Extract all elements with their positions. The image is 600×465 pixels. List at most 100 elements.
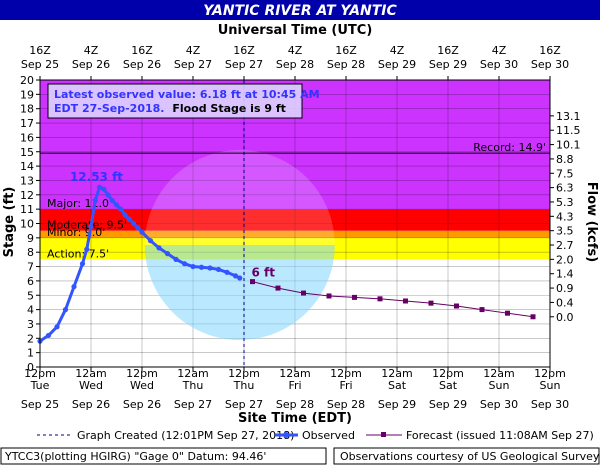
top-tick-date: Sep 29 xyxy=(378,58,416,71)
x-tick-hour: 12pm xyxy=(228,367,260,380)
y2-axis-label: Flow (kcfs) xyxy=(584,182,599,262)
observed-point xyxy=(147,238,154,244)
observed-point xyxy=(198,264,205,270)
x-tick-date: Sep 27 xyxy=(174,398,212,411)
forecast-point xyxy=(403,298,408,304)
top-tick-hour: 16Z xyxy=(539,44,561,57)
info-box-line2: EDT 27-Sep-2018. Flood Stage is 9 ft xyxy=(54,102,286,115)
info-box-line1: Latest observed value: 6.18 ft at 10:45 … xyxy=(54,88,320,101)
observed-point xyxy=(101,186,107,192)
footer-right-text: Observations courtesy of US Geological S… xyxy=(340,450,600,463)
forecast-point xyxy=(454,303,459,309)
observed-point xyxy=(71,284,77,290)
top-tick-hour: 4Z xyxy=(288,44,303,57)
top-tick-date: Sep 26 xyxy=(123,58,161,71)
footer-left-box xyxy=(0,447,327,465)
flood-band-1 xyxy=(40,230,550,238)
x-tick-date: Sep 29 xyxy=(378,398,416,411)
y2-tick-label: 0.0 xyxy=(556,311,574,324)
y2-tick-label: 7.5 xyxy=(556,167,574,180)
info-box-frame xyxy=(47,83,303,119)
x-tick-day: Wed xyxy=(79,379,103,392)
y2-tick-label: 6.3 xyxy=(556,182,574,195)
x-tick-day: Sat xyxy=(388,379,407,392)
observed-point xyxy=(96,184,103,190)
legend-graph-created-label: Graph Created (12:01PM Sep 27, 2018) xyxy=(77,429,294,442)
forecast-point xyxy=(352,294,357,300)
observed-point xyxy=(126,216,132,222)
x-tick-hour: 12pm xyxy=(126,367,158,380)
x-tick-date: Sep 30 xyxy=(480,398,518,411)
forecast-point xyxy=(275,285,281,291)
x-tick-date: Sep 27 xyxy=(225,398,263,411)
y-tick-label: 19 xyxy=(20,88,34,101)
legend-forecast-label: Forecast (issued 11:08AM Sep 27) xyxy=(406,429,594,442)
forecast-point xyxy=(428,300,434,306)
x-tick-date: Sep 28 xyxy=(276,398,314,411)
x-tick-day: Sun xyxy=(540,379,561,392)
y2-tick-label: 2.0 xyxy=(556,253,574,266)
observed-point xyxy=(122,212,128,218)
y-axis-label: Stage (ft) xyxy=(2,187,17,258)
flood-label-0: Action: 7.5' xyxy=(47,247,109,260)
footer-right-box xyxy=(333,447,600,465)
x-tick-day: Fri xyxy=(288,379,301,392)
x-tick-day: Thu xyxy=(233,379,255,392)
x-tick-hour: 12pm xyxy=(330,367,362,380)
y2-tick-label: 8.8 xyxy=(556,153,574,166)
x-tick-hour: 12am xyxy=(75,367,106,380)
y-tick-label: 8 xyxy=(27,246,34,259)
x-tick-hour: 12am xyxy=(381,367,412,380)
observed-point xyxy=(139,229,145,235)
top-tick-hour: 4Z xyxy=(186,44,201,57)
y-tick-label: 17 xyxy=(20,117,34,130)
forecast-point xyxy=(530,314,536,320)
x-tick-day: Sun xyxy=(489,379,510,392)
observed-point xyxy=(79,261,86,267)
forecast-point xyxy=(250,279,255,285)
observed-point xyxy=(118,206,124,212)
forecast-point xyxy=(479,307,485,313)
observed-point xyxy=(105,192,111,198)
y2-tick-label: 13.1 xyxy=(556,110,581,123)
y-tick-label: 7 xyxy=(27,261,34,274)
observed-point xyxy=(54,324,60,330)
x-tick-date: Sep 26 xyxy=(72,398,110,411)
x-tick-hour: 12am xyxy=(483,367,514,380)
footer: YTCC3(plotting HGIRG) "Gage 0" Datum: 94… xyxy=(0,447,600,465)
observed-point xyxy=(92,197,98,204)
plot-area: Action: 7.5'Minor: 9.0'Moderate: 9.5'Maj… xyxy=(20,44,581,411)
top-tick-hour: 4Z xyxy=(390,44,405,57)
y-tick-label: 11 xyxy=(20,203,34,216)
y2-tick-label: 10.1 xyxy=(556,139,581,152)
y-tick-label: 2 xyxy=(27,332,34,345)
y-tick-label: 18 xyxy=(20,103,34,116)
title-bar xyxy=(0,0,600,20)
observed-point xyxy=(181,261,188,267)
x-tick-hour: 12am xyxy=(279,367,310,380)
forecast-point xyxy=(505,310,510,316)
top-tick-hour: 4Z xyxy=(492,44,507,57)
x-tick-day: Wed xyxy=(130,379,154,392)
top-tick-date: Sep 25 xyxy=(21,58,59,71)
y2-tick-label: 1.4 xyxy=(556,268,574,281)
y-tick-label: 1 xyxy=(27,347,34,360)
top-tick-hour: 16Z xyxy=(233,44,255,57)
observed-point xyxy=(135,225,141,231)
y2-tick-label: 2.7 xyxy=(556,239,574,252)
top-axis-title: Universal Time (UTC) xyxy=(218,23,373,38)
observed-point xyxy=(173,256,179,262)
x-tick-day: Fri xyxy=(339,379,352,392)
y-tick-label: 13 xyxy=(20,174,34,187)
y2-tick-label: 4.3 xyxy=(556,210,574,223)
y2-tick-label: 0.4 xyxy=(556,296,574,309)
top-tick-date: Sep 30 xyxy=(480,58,518,71)
y-tick-label: 14 xyxy=(20,160,34,173)
observed-point xyxy=(232,273,239,279)
observed-point xyxy=(237,275,243,281)
legend-observed-marker xyxy=(283,432,289,438)
observed-point xyxy=(156,245,162,251)
x-tick-hour: 12pm xyxy=(432,367,464,380)
x-tick-day: Sat xyxy=(439,379,458,392)
